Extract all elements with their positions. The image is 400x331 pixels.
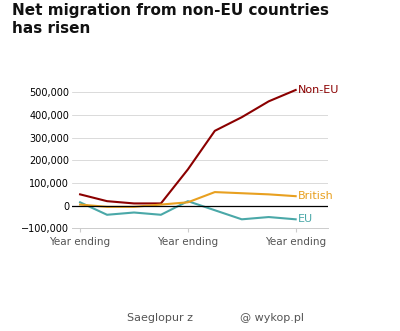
Text: EU: EU — [298, 214, 314, 224]
Text: @ wykop.pl: @ wykop.pl — [240, 313, 304, 323]
Text: British: British — [298, 191, 334, 201]
Text: Net migration from non-EU countries
has risen: Net migration from non-EU countries has … — [12, 3, 329, 36]
Text: Non-EU: Non-EU — [298, 85, 340, 95]
Text: Saeglopur z: Saeglopur z — [127, 313, 193, 323]
